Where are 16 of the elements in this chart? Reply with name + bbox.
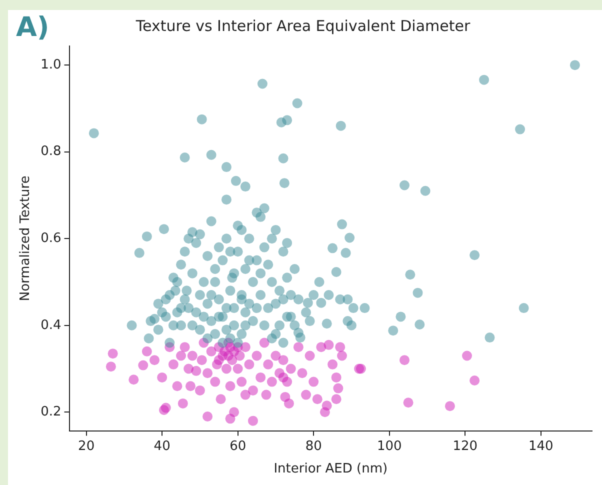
text: A): [16, 12, 50, 43]
x-tick-label: 40: [154, 438, 170, 454]
y-tick-label: 0.8: [40, 144, 62, 160]
y-tick-label: 1.0: [40, 57, 62, 72]
x-tick-label: 140: [528, 438, 554, 454]
y-tick-label: 0.6: [40, 230, 62, 246]
x-tick-label: 120: [452, 438, 478, 454]
x-tick-label: 80: [305, 438, 322, 454]
chart-title: Texture vs Interior Area Equivalent Diameter: [134, 16, 471, 35]
x-tick-label: 60: [230, 438, 246, 454]
x-tick-label: 100: [376, 438, 402, 454]
y-axis-title: Normalized Texture: [18, 176, 34, 302]
y-tick-label: 0.4: [40, 318, 62, 333]
x-axis-title: Interior AED (nm): [274, 462, 388, 477]
y-tick-label: 0.2: [40, 404, 62, 420]
x-tick-label: 20: [78, 438, 95, 454]
